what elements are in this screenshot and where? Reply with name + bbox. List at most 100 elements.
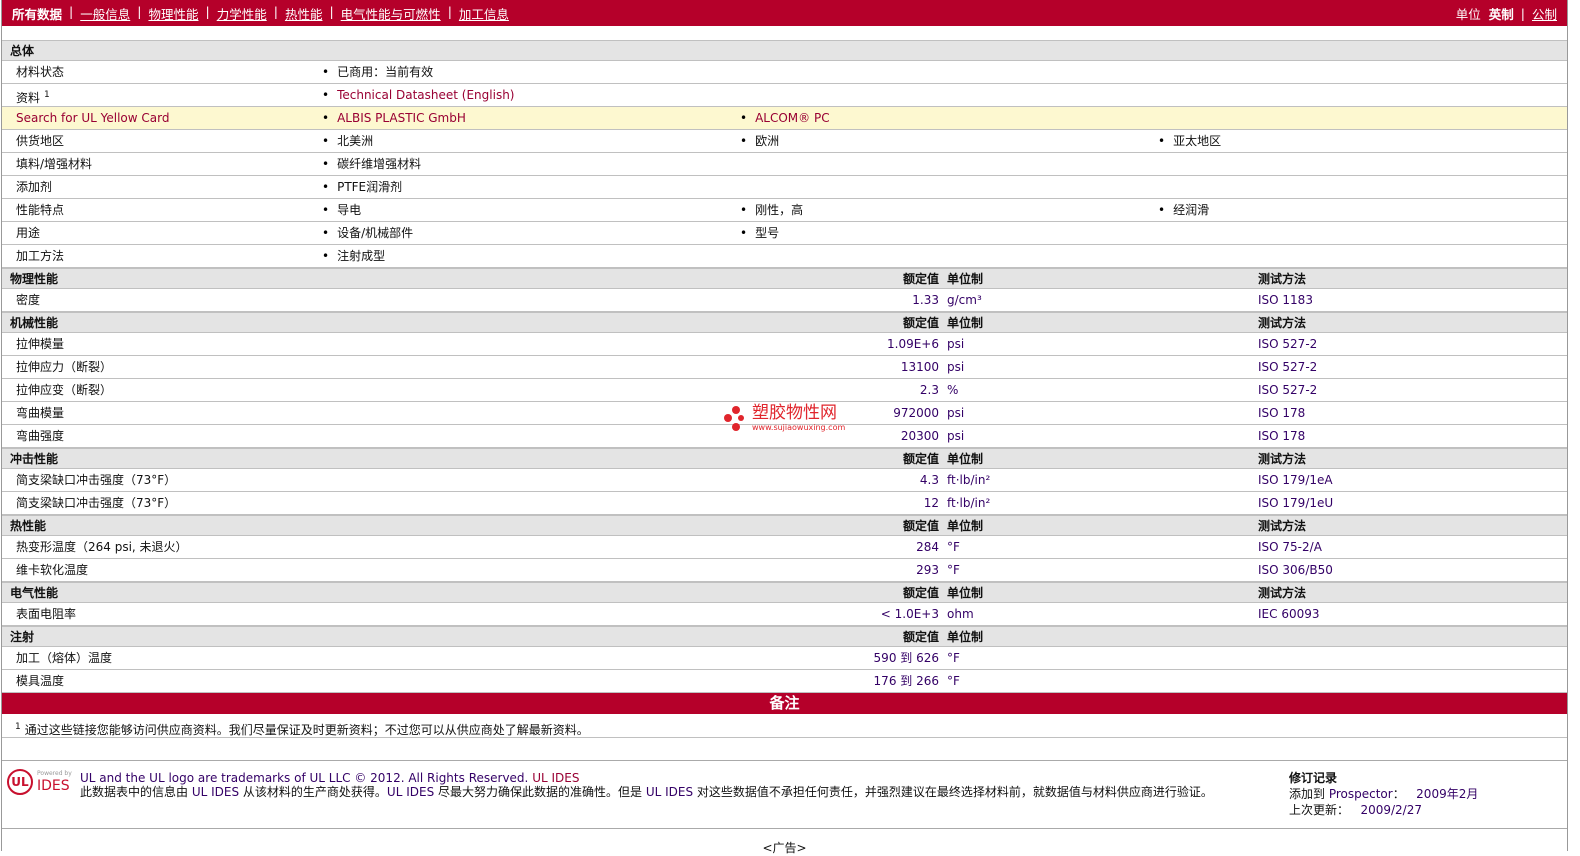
section-header: 电气性能 额定值 单位制 测试方法 — [2, 582, 1567, 603]
property-row: 模具温度 176 到 266 °F — [2, 670, 1567, 693]
property-value: 972000 — [893, 406, 939, 420]
tab-1[interactable]: 物理性能 — [148, 6, 199, 22]
property-row: 密度 1.33 g/cm³ ISO 1183 — [2, 289, 1567, 312]
property-value: < 1.0E+3 — [880, 607, 939, 621]
unit-metric-link[interactable]: 公制 — [1531, 6, 1557, 22]
property-unit: % — [947, 383, 959, 397]
section-title: 物理性能 — [10, 272, 59, 286]
row-label: 供货地区 — [16, 134, 65, 148]
test-method: ISO 527-2 — [1258, 360, 1318, 374]
ul-ides-logo: UL Powered by IDES — [7, 769, 72, 795]
property-row: 拉伸应变（断裂） 2.3% ISO 527-2 — [2, 379, 1567, 402]
col-header-test: 测试方法 — [1258, 316, 1307, 330]
section-title: 电气性能 — [10, 586, 59, 600]
property-value: 2.3 — [919, 383, 939, 397]
col-header-test: 测试方法 — [1258, 586, 1307, 600]
info-item[interactable]: ALBIS PLASTIC GmbH — [322, 107, 466, 129]
property-unit: psi — [947, 360, 965, 374]
property-unit: °F — [947, 651, 960, 665]
section-header: 注射 额定值 单位制 — [2, 626, 1567, 647]
property-value: 4.3 — [919, 473, 939, 487]
section-title: 注射 — [10, 630, 35, 644]
row-label: 用途 — [16, 226, 41, 240]
revision-history: 修订记录 添加到 Prospector： 2009年2月 上次更新： 2009/… — [1289, 771, 1479, 817]
tab-3[interactable]: 热性能 — [284, 6, 323, 22]
info-item: PTFE润滑剂 — [322, 176, 402, 198]
property-label: 拉伸模量 — [16, 337, 65, 351]
property-row: 弯曲强度 20300 psi ISO 178 — [2, 425, 1567, 448]
property-row: 加工（熔体）温度 590 到 626 °F — [2, 647, 1567, 670]
info-row: 用途 设备/机械部件 型号 — [2, 222, 1567, 245]
info-row: 添加剂 PTFE润滑剂 — [2, 176, 1567, 199]
tab-separator: | — [205, 3, 210, 19]
tab-2[interactable]: 力学性能 — [216, 6, 267, 22]
property-value: 293 — [916, 563, 939, 577]
col-header-unit: 单位制 — [947, 316, 984, 330]
property-row: 拉伸应力（断裂） 13100 psi ISO 527-2 — [2, 356, 1567, 379]
unit-imperial[interactable]: 英制 — [1488, 6, 1514, 22]
property-value: 20300 — [900, 429, 939, 443]
section-title: 冲击性能 — [10, 452, 59, 466]
disclaimer: 此数据表中的信息由 UL IDES 从该材料的生产商处获得。UL IDES 尽最… — [80, 785, 1213, 799]
col-header-unit: 单位制 — [947, 452, 984, 466]
col-header-unit: 单位制 — [947, 272, 984, 286]
info-item: 型号 — [740, 222, 779, 244]
property-unit: °F — [947, 674, 960, 688]
note-item: 1 通过这些链接您能够访问供应商资料。我们尽量保证及时更新资料；不过您可以从供应商… — [2, 714, 1567, 738]
ad-placeholder[interactable]: <广告> — [762, 841, 807, 855]
revision-title: 修订记录 — [1289, 771, 1338, 785]
tab-0[interactable]: 一般信息 — [80, 6, 131, 22]
section-title: 总体 — [10, 44, 35, 58]
property-value: 12 — [923, 496, 939, 510]
test-method: ISO 75-2/A — [1258, 540, 1322, 554]
col-header-value: 额定值 — [902, 519, 939, 533]
property-row: 简支梁缺口冲击强度（73°F） 12 ft·lb/in² ISO 179/1eU — [2, 492, 1567, 515]
property-label: 模具温度 — [16, 674, 65, 688]
tab-all-data[interactable]: 所有数据 — [12, 6, 63, 22]
test-method: ISO 178 — [1258, 429, 1306, 443]
section-header: 物理性能 额定值 单位制 测试方法 — [2, 268, 1567, 289]
info-item[interactable]: Technical Datasheet (English) — [322, 84, 514, 106]
property-row: 维卡软化温度 293 °F ISO 306/B50 — [2, 559, 1567, 582]
tab-5[interactable]: 加工信息 — [458, 6, 509, 22]
row-label[interactable]: Search for UL Yellow Card — [16, 111, 170, 125]
section-header-general: 总体 — [2, 40, 1567, 61]
property-value: 1.33 — [912, 293, 939, 307]
tab-separator: | — [273, 3, 278, 19]
row-label: 填料/增强材料 — [16, 157, 93, 171]
col-header-test: 测试方法 — [1258, 272, 1307, 286]
property-unit: ft·lb/in² — [947, 473, 991, 487]
property-label: 热变形温度（264 psi, 未退火） — [16, 540, 188, 554]
info-item[interactable]: ALCOM® PC — [740, 107, 830, 129]
property-row: 拉伸模量 1.09E+6 psi ISO 527-2 — [2, 333, 1567, 356]
trademark-text: UL and the UL logo are trademarks of UL … — [80, 771, 529, 785]
row-label: 材料状态 — [16, 65, 65, 79]
property-unit: psi — [947, 337, 965, 351]
units-label: 单位 — [1455, 6, 1481, 22]
property-row: 热变形温度（264 psi, 未退火） 284 °F ISO 75-2/A — [2, 536, 1567, 559]
col-header-unit: 单位制 — [947, 586, 984, 600]
property-label: 拉伸应变（断裂） — [16, 383, 113, 397]
property-value: 1.09E+6 — [887, 337, 939, 351]
ul-ides-link[interactable]: UL IDES — [532, 771, 580, 785]
info-row: 加工方法 注射成型 — [2, 245, 1567, 268]
property-value: 284 — [916, 540, 939, 554]
tab-separator: | — [69, 3, 74, 19]
property-value: 13100 — [900, 360, 939, 374]
col-header-test: 测试方法 — [1258, 519, 1307, 533]
col-header-value: 额定值 — [902, 586, 939, 600]
property-value: 176 到 266 — [873, 674, 939, 688]
row-label: 加工方法 — [16, 249, 65, 263]
col-header-value: 额定值 — [902, 630, 939, 644]
property-row: 弯曲模量 972000 psi ISO 178 — [2, 402, 1567, 425]
property-unit: g/cm³ — [947, 293, 982, 307]
section-header: 热性能 额定值 单位制 测试方法 — [2, 515, 1567, 536]
info-item: 欧洲 — [740, 130, 779, 152]
notes-header: 备注 — [2, 693, 1567, 714]
info-item: 亚太地区 — [1158, 130, 1221, 152]
prospector-link[interactable]: Prospector — [1328, 787, 1393, 801]
test-method: ISO 306/B50 — [1258, 563, 1333, 577]
property-value: 590 到 626 — [873, 651, 939, 665]
tab-4[interactable]: 电气性能与可燃性 — [340, 6, 441, 22]
